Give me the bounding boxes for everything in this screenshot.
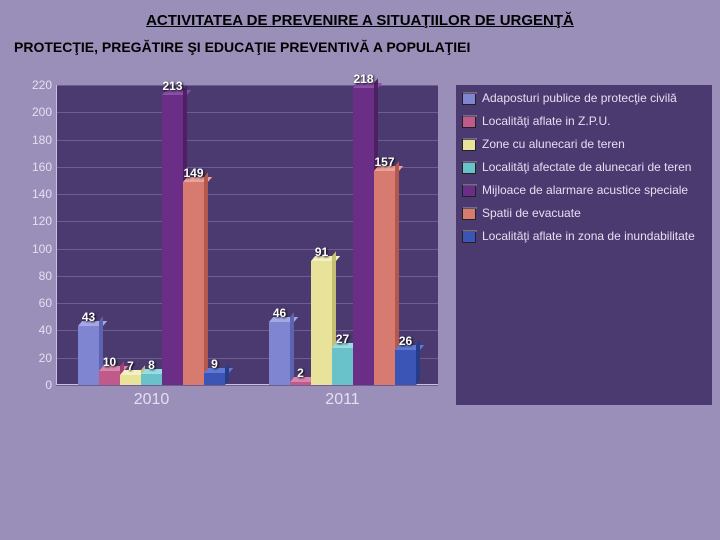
legend-item: Adaposturi publice de protecţie civilă bbox=[462, 91, 706, 106]
legend-swatch bbox=[462, 162, 476, 174]
bar: 43 bbox=[78, 326, 99, 385]
y-tick-label: 60 bbox=[39, 296, 56, 310]
legend-swatch bbox=[462, 185, 476, 197]
bar-value-label: 27 bbox=[336, 332, 349, 348]
gridline bbox=[56, 385, 438, 386]
y-tick-label: 120 bbox=[32, 214, 56, 228]
bar: 26 bbox=[395, 350, 416, 385]
legend-item: Localităţi aflate in Z.P.U. bbox=[462, 114, 706, 129]
bar-value-label: 8 bbox=[148, 358, 155, 374]
y-tick-label: 0 bbox=[45, 378, 56, 392]
legend-item: Localităţi aflate in zona de inundabilit… bbox=[462, 229, 706, 244]
legend-label: Zone cu alunecari de teren bbox=[482, 137, 625, 152]
legend-label: Spatii de evacuate bbox=[482, 206, 581, 221]
bar: 213 bbox=[162, 95, 183, 385]
y-tick-label: 140 bbox=[32, 187, 56, 201]
bar-value-label: 26 bbox=[399, 334, 412, 350]
y-tick-label: 40 bbox=[39, 323, 56, 337]
legend-swatch bbox=[462, 116, 476, 128]
y-tick-label: 100 bbox=[32, 242, 56, 256]
legend-item: Mijloace de alarmare acustice speciale bbox=[462, 183, 706, 198]
bar-value-label: 157 bbox=[374, 155, 394, 171]
y-tick-label: 180 bbox=[32, 133, 56, 147]
bar: 10 bbox=[99, 371, 120, 385]
x-tick-label: 2010 bbox=[134, 385, 170, 409]
legend-label: Adaposturi publice de protecţie civilă bbox=[482, 91, 677, 106]
bar: 91 bbox=[311, 261, 332, 385]
legend-item: Localităţi afectate de alunecari de tere… bbox=[462, 160, 706, 175]
legend-item: Zone cu alunecari de teren bbox=[462, 137, 706, 152]
page-title: ACTIVITATEA DE PREVENIRE A SITUAŢIILOR D… bbox=[0, 0, 720, 29]
bar-value-label: 149 bbox=[183, 166, 203, 182]
bar: 157 bbox=[374, 171, 395, 385]
legend-label: Localităţi aflate in Z.P.U. bbox=[482, 114, 611, 129]
gridline bbox=[56, 140, 438, 141]
legend-label: Localităţi aflate in zona de inundabilit… bbox=[482, 229, 695, 244]
bar-value-label: 91 bbox=[315, 245, 328, 261]
bar-value-label: 7 bbox=[127, 359, 134, 375]
x-tick-label: 2011 bbox=[325, 385, 359, 409]
bar-value-label: 213 bbox=[162, 79, 182, 95]
legend: Adaposturi publice de protecţie civilă Lo… bbox=[456, 85, 712, 405]
y-tick-label: 20 bbox=[39, 351, 56, 365]
legend-swatch bbox=[462, 208, 476, 220]
bar: 27 bbox=[332, 348, 353, 385]
bar-value-label: 10 bbox=[103, 355, 116, 371]
bar-value-label: 46 bbox=[273, 306, 286, 322]
legend-label: Localităţi afectate de alunecari de tere… bbox=[482, 160, 691, 175]
legend-swatch bbox=[462, 231, 476, 243]
y-tick-label: 160 bbox=[32, 160, 56, 174]
legend-item: Spatii de evacuate bbox=[462, 206, 706, 221]
y-tick-label: 220 bbox=[32, 78, 56, 92]
y-tick-label: 200 bbox=[32, 105, 56, 119]
gridline bbox=[56, 112, 438, 113]
bar-value-label: 9 bbox=[211, 357, 218, 373]
page-subtitle: PROTECŢIE, PREGĂTIRE ŞI EDUCAŢIE PREVENT… bbox=[0, 29, 720, 55]
bar: 7 bbox=[120, 375, 141, 385]
y-tick-label: 80 bbox=[39, 269, 56, 283]
legend-swatch bbox=[462, 139, 476, 151]
bar: 149 bbox=[183, 182, 204, 385]
bar-value-label: 2 bbox=[297, 366, 304, 382]
plot-background: 0204060801001201401601802002204310782131… bbox=[56, 85, 438, 385]
bar: 2 bbox=[290, 382, 311, 385]
bar: 9 bbox=[204, 373, 225, 385]
legend-label: Mijloace de alarmare acustice speciale bbox=[482, 183, 688, 198]
bar-value-label: 43 bbox=[82, 310, 95, 326]
gridline bbox=[56, 85, 438, 86]
bar: 218 bbox=[353, 88, 374, 385]
legend-swatch bbox=[462, 93, 476, 105]
bar: 8 bbox=[141, 374, 162, 385]
bar: 46 bbox=[269, 322, 290, 385]
bar-value-label: 218 bbox=[353, 72, 373, 88]
